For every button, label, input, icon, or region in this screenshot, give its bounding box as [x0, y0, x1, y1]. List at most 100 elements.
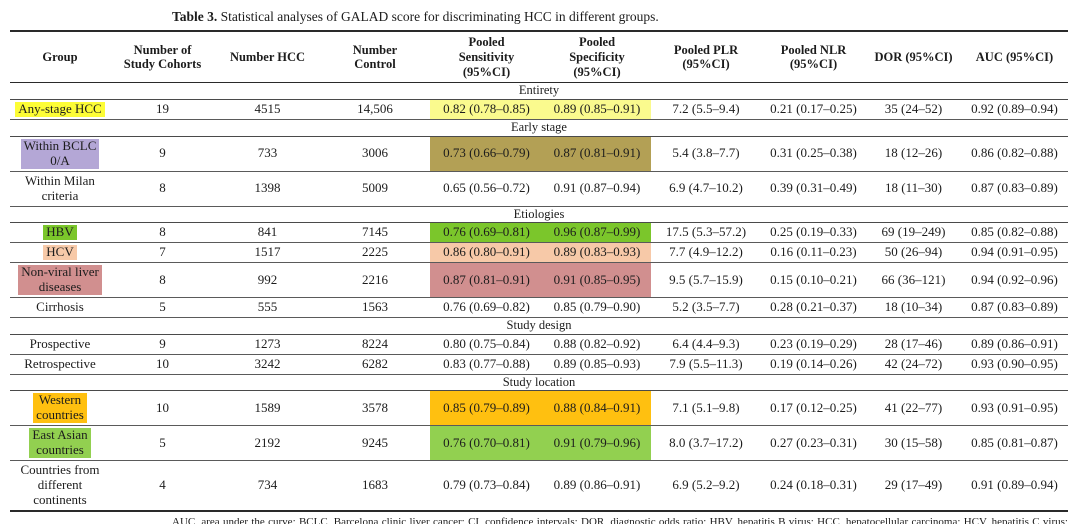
table-cell: 0.89 (0.83–0.93) [543, 242, 651, 264]
section-title: Early stage [10, 119, 1068, 137]
table-cell: 0.27 (0.23–0.31) [761, 425, 866, 462]
table-cell: 0.39 (0.31–0.49) [761, 171, 866, 207]
table-cell: 5.2 (3.5–7.7) [651, 297, 761, 319]
table-cell: 0.86 (0.80–0.91) [430, 242, 543, 264]
table-cell: 10 [110, 354, 215, 375]
table-cell: 0.89 (0.85–0.91) [543, 99, 651, 121]
table-cell: 5009 [320, 171, 430, 207]
table-cell: 18 (10–34) [866, 297, 961, 319]
table-row: HCV 7 1517 2225 0.86 (0.80–0.91) 0.89 (0.83–0… [10, 242, 1068, 264]
table-cell: 9 [110, 334, 215, 355]
table-cell: 0.96 (0.87–0.99) [543, 222, 651, 244]
table-cell: 0.89 (0.85–0.93) [543, 354, 651, 375]
table-cell: 0.80 (0.75–0.84) [430, 334, 543, 355]
table-cell: 17.5 (5.3–57.2) [651, 222, 761, 244]
group-cell: HBV [10, 222, 110, 244]
table-cell: 10 [110, 390, 215, 427]
table-cell: 66 (36–121) [866, 262, 961, 299]
table-caption: Table 3. Statistical analyses of GALAD s… [172, 9, 1070, 25]
group-label: Western countries [33, 392, 87, 424]
table-cell: 841 [215, 222, 320, 244]
group-cell: Cirrhosis [10, 297, 110, 319]
group-label: Non-viral liver diseases [18, 264, 102, 296]
table-cell: 0.91 (0.79–0.96) [543, 425, 651, 462]
table-cell: 7.7 (4.9–12.2) [651, 242, 761, 264]
table-cell: 5.4 (3.8–7.7) [651, 136, 761, 172]
table-cell: 555 [215, 297, 320, 319]
group-label: HBV [43, 224, 77, 241]
table-cell: 19 [110, 99, 215, 121]
table-cell: 0.88 (0.84–0.91) [543, 390, 651, 427]
table-cell: 0.89 (0.86–0.91) [961, 334, 1068, 355]
table-cell: 0.76 (0.69–0.81) [430, 222, 543, 244]
table-cell: 0.76 (0.70–0.81) [430, 425, 543, 462]
group-label: Within BCLC 0/A [20, 138, 100, 169]
table-cell: 0.87 (0.83–0.89) [961, 297, 1068, 319]
table-cell: 29 (17–49) [866, 460, 961, 512]
caption-text: Statistical analyses of GALAD score for … [220, 9, 659, 24]
table-cell: 42 (24–72) [866, 354, 961, 375]
table-cell: 0.88 (0.82–0.92) [543, 334, 651, 355]
table-cell: 30 (15–58) [866, 425, 961, 462]
table-cell: 0.79 (0.73–0.84) [430, 460, 543, 512]
table-cell: 0.94 (0.92–0.96) [961, 262, 1068, 299]
group-label: Any-stage HCC [15, 101, 105, 118]
group-label: Countries from different continents [20, 462, 100, 508]
table-cell: 3578 [320, 390, 430, 427]
table-cell: 1273 [215, 334, 320, 355]
table-cell: 0.17 (0.12–0.25) [761, 390, 866, 427]
table-cell: 734 [215, 460, 320, 512]
column-header-number-control: Number Control [320, 31, 430, 84]
table-cell: 0.15 (0.10–0.21) [761, 262, 866, 299]
table-row: Prospective 9 1273 8224 0.80 (0.75–0.84) 0.88… [10, 334, 1068, 355]
group-label: Cirrhosis [36, 299, 84, 315]
table-cell: 0.86 (0.82–0.88) [961, 136, 1068, 172]
header-row: Group Number of Study Cohorts Number HCC… [10, 31, 1068, 84]
section-title: Study location [10, 373, 1068, 392]
table-cell: 7145 [320, 222, 430, 244]
table-row: Countries from different continents 4 734 1… [10, 460, 1068, 512]
table-cell: 0.82 (0.78–0.85) [430, 99, 543, 121]
section-title: Etiologies [10, 205, 1068, 224]
column-header-dor: DOR (95%CI) [866, 31, 961, 84]
table-cell: 3006 [320, 136, 430, 172]
table-cell: 18 (11–30) [866, 171, 961, 207]
table-cell: 7 [110, 242, 215, 264]
table-cell: 7.2 (5.5–9.4) [651, 99, 761, 121]
table-cell: 0.21 (0.17–0.25) [761, 99, 866, 121]
column-header-pooled-nlr: Pooled NLR (95%CI) [761, 31, 866, 84]
table-row: Retrospective 10 3242 6282 0.83 (0.77–0.88) 0… [10, 354, 1068, 375]
column-header-pooled-specificity: Pooled Specificity (95%CI) [543, 31, 651, 84]
section-row: Study design [10, 317, 1068, 335]
table-cell: 6.4 (4.4–9.3) [651, 334, 761, 355]
table-cell: 2216 [320, 262, 430, 299]
table-cell: 2192 [215, 425, 320, 462]
section-title: Study design [10, 317, 1068, 335]
table-cell: 0.85 (0.79–0.90) [543, 297, 651, 319]
statistics-table: Group Number of Study Cohorts Number HCC… [10, 30, 1068, 512]
table-cell: 0.91 (0.89–0.94) [961, 460, 1068, 512]
table-cell: 733 [215, 136, 320, 172]
table-cell: 6282 [320, 354, 430, 375]
table-cell: 0.31 (0.25–0.38) [761, 136, 866, 172]
group-cell: Western countries [10, 390, 110, 427]
table-cell: 9.5 (5.7–15.9) [651, 262, 761, 299]
group-cell: Within Milan criteria [10, 171, 110, 207]
table-cell: 0.73 (0.66–0.79) [430, 136, 543, 172]
table-cell: 0.93 (0.91–0.95) [961, 390, 1068, 427]
group-label: Retrospective [24, 355, 96, 371]
table-cell: 0.91 (0.87–0.94) [543, 171, 651, 207]
group-cell: East Asian countries [10, 425, 110, 462]
table-cell: 50 (26–94) [866, 242, 961, 264]
table-body: Entirety Any-stage HCC 19 4515 14,506 0.82 (0… [10, 82, 1068, 512]
table-row: HBV 8 841 7145 0.76 (0.69–0.81) 0.96 (0.87–0.… [10, 222, 1068, 244]
table-footnote: AUC, area under the curve; BCLC, Barcelo… [172, 516, 1068, 524]
table-cell: 5 [110, 425, 215, 462]
table-cell: 7.1 (5.1–9.8) [651, 390, 761, 427]
table-cell: 0.94 (0.91–0.95) [961, 242, 1068, 264]
table-cell: 1517 [215, 242, 320, 264]
table-cell: 992 [215, 262, 320, 299]
table-cell: 4 [110, 460, 215, 512]
section-row: Study location [10, 373, 1068, 392]
table-cell: 0.91 (0.85–0.95) [543, 262, 651, 299]
